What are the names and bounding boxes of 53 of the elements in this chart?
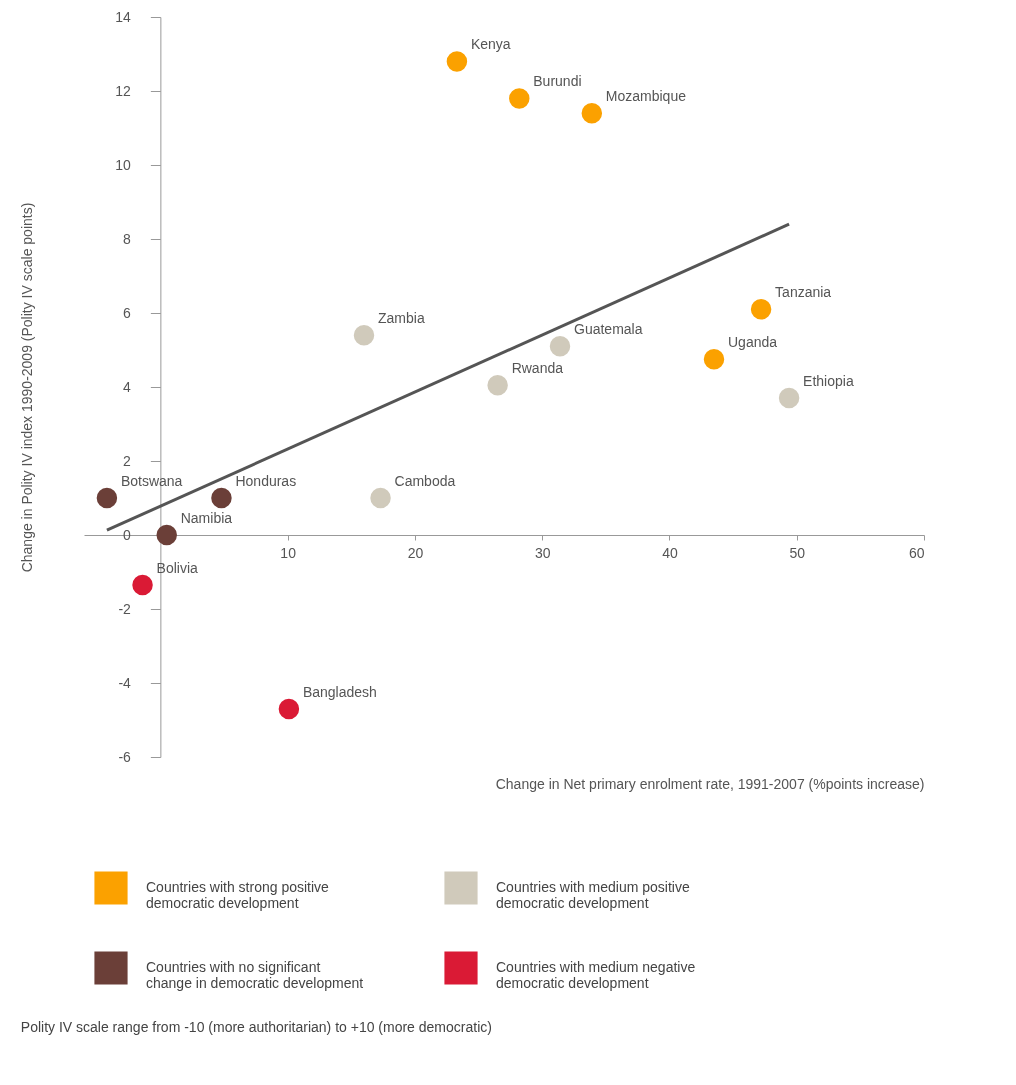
y-tick-label: -6 [118,748,132,765]
text: Polity IV scale range from -10 (more authoritarian) to +10 (more democratic) [20,1019,492,1035]
legend-label: Countries with medium negative democratic development [496,959,696,991]
y-tick-label: 6 [123,304,132,321]
annotation: Uganda [728,334,778,351]
annotation: Namibia [180,510,233,526]
point [156,524,177,546]
annotation: Tanzania [775,284,832,301]
x-tick-label: 50 [789,544,806,561]
y-axis-title: Change in Polity IV index 1990-2009 (Polity IV scale points) [19,202,36,573]
point [96,487,118,509]
point [509,88,530,109]
x-tick-label: 60 [908,544,925,561]
point [353,324,375,346]
annotation: Bolivia [156,559,198,576]
annotation: Kenya [470,36,511,53]
annotation: Burundi [533,73,582,90]
y-tick-label: 12 [115,82,132,99]
point [370,487,391,509]
y-tick-label: 8 [123,230,132,247]
y-tick-label: 10 [115,156,132,173]
y-tick-label: -4 [118,674,132,691]
point [778,387,800,409]
point [278,698,300,720]
y-tick-label: -2 [118,600,132,617]
x-tick-label: 30 [534,544,551,561]
y-tick-label: 2 [123,452,132,469]
x-tick-label: 40 [662,544,678,561]
point [132,574,153,596]
annotation: Zambia [378,310,425,327]
annotation: Ethiopia [803,373,854,390]
annotation: Bangladesh [302,683,377,700]
x-axis-title: Change in Net primary enrolment rate, 1991-2007 (%points increase) [495,775,925,792]
point [211,487,232,509]
legend-label: Countries with strong positive democratic development [146,879,330,911]
annotation: Honduras [235,473,297,489]
x-tick-label: 10 [280,544,297,561]
point [487,374,508,396]
y-tick-label: 4 [123,378,132,395]
annotation: Rwanda [511,360,564,377]
legend-label: Countries with medium positive democratic development [496,879,690,911]
point [446,51,468,72]
x-tick-label: 20 [407,544,424,561]
legend-label: Countries with no significant change in democratic development [146,959,364,991]
y-tick-label: 14 [115,8,132,25]
point [750,299,772,320]
point [549,336,571,357]
point [581,102,603,124]
point [703,349,725,370]
annotation: Botswana [120,473,183,489]
annotation: Camboda [394,473,456,489]
annotation: Mozambique [605,88,687,105]
annotation: Guatemala [574,321,643,338]
